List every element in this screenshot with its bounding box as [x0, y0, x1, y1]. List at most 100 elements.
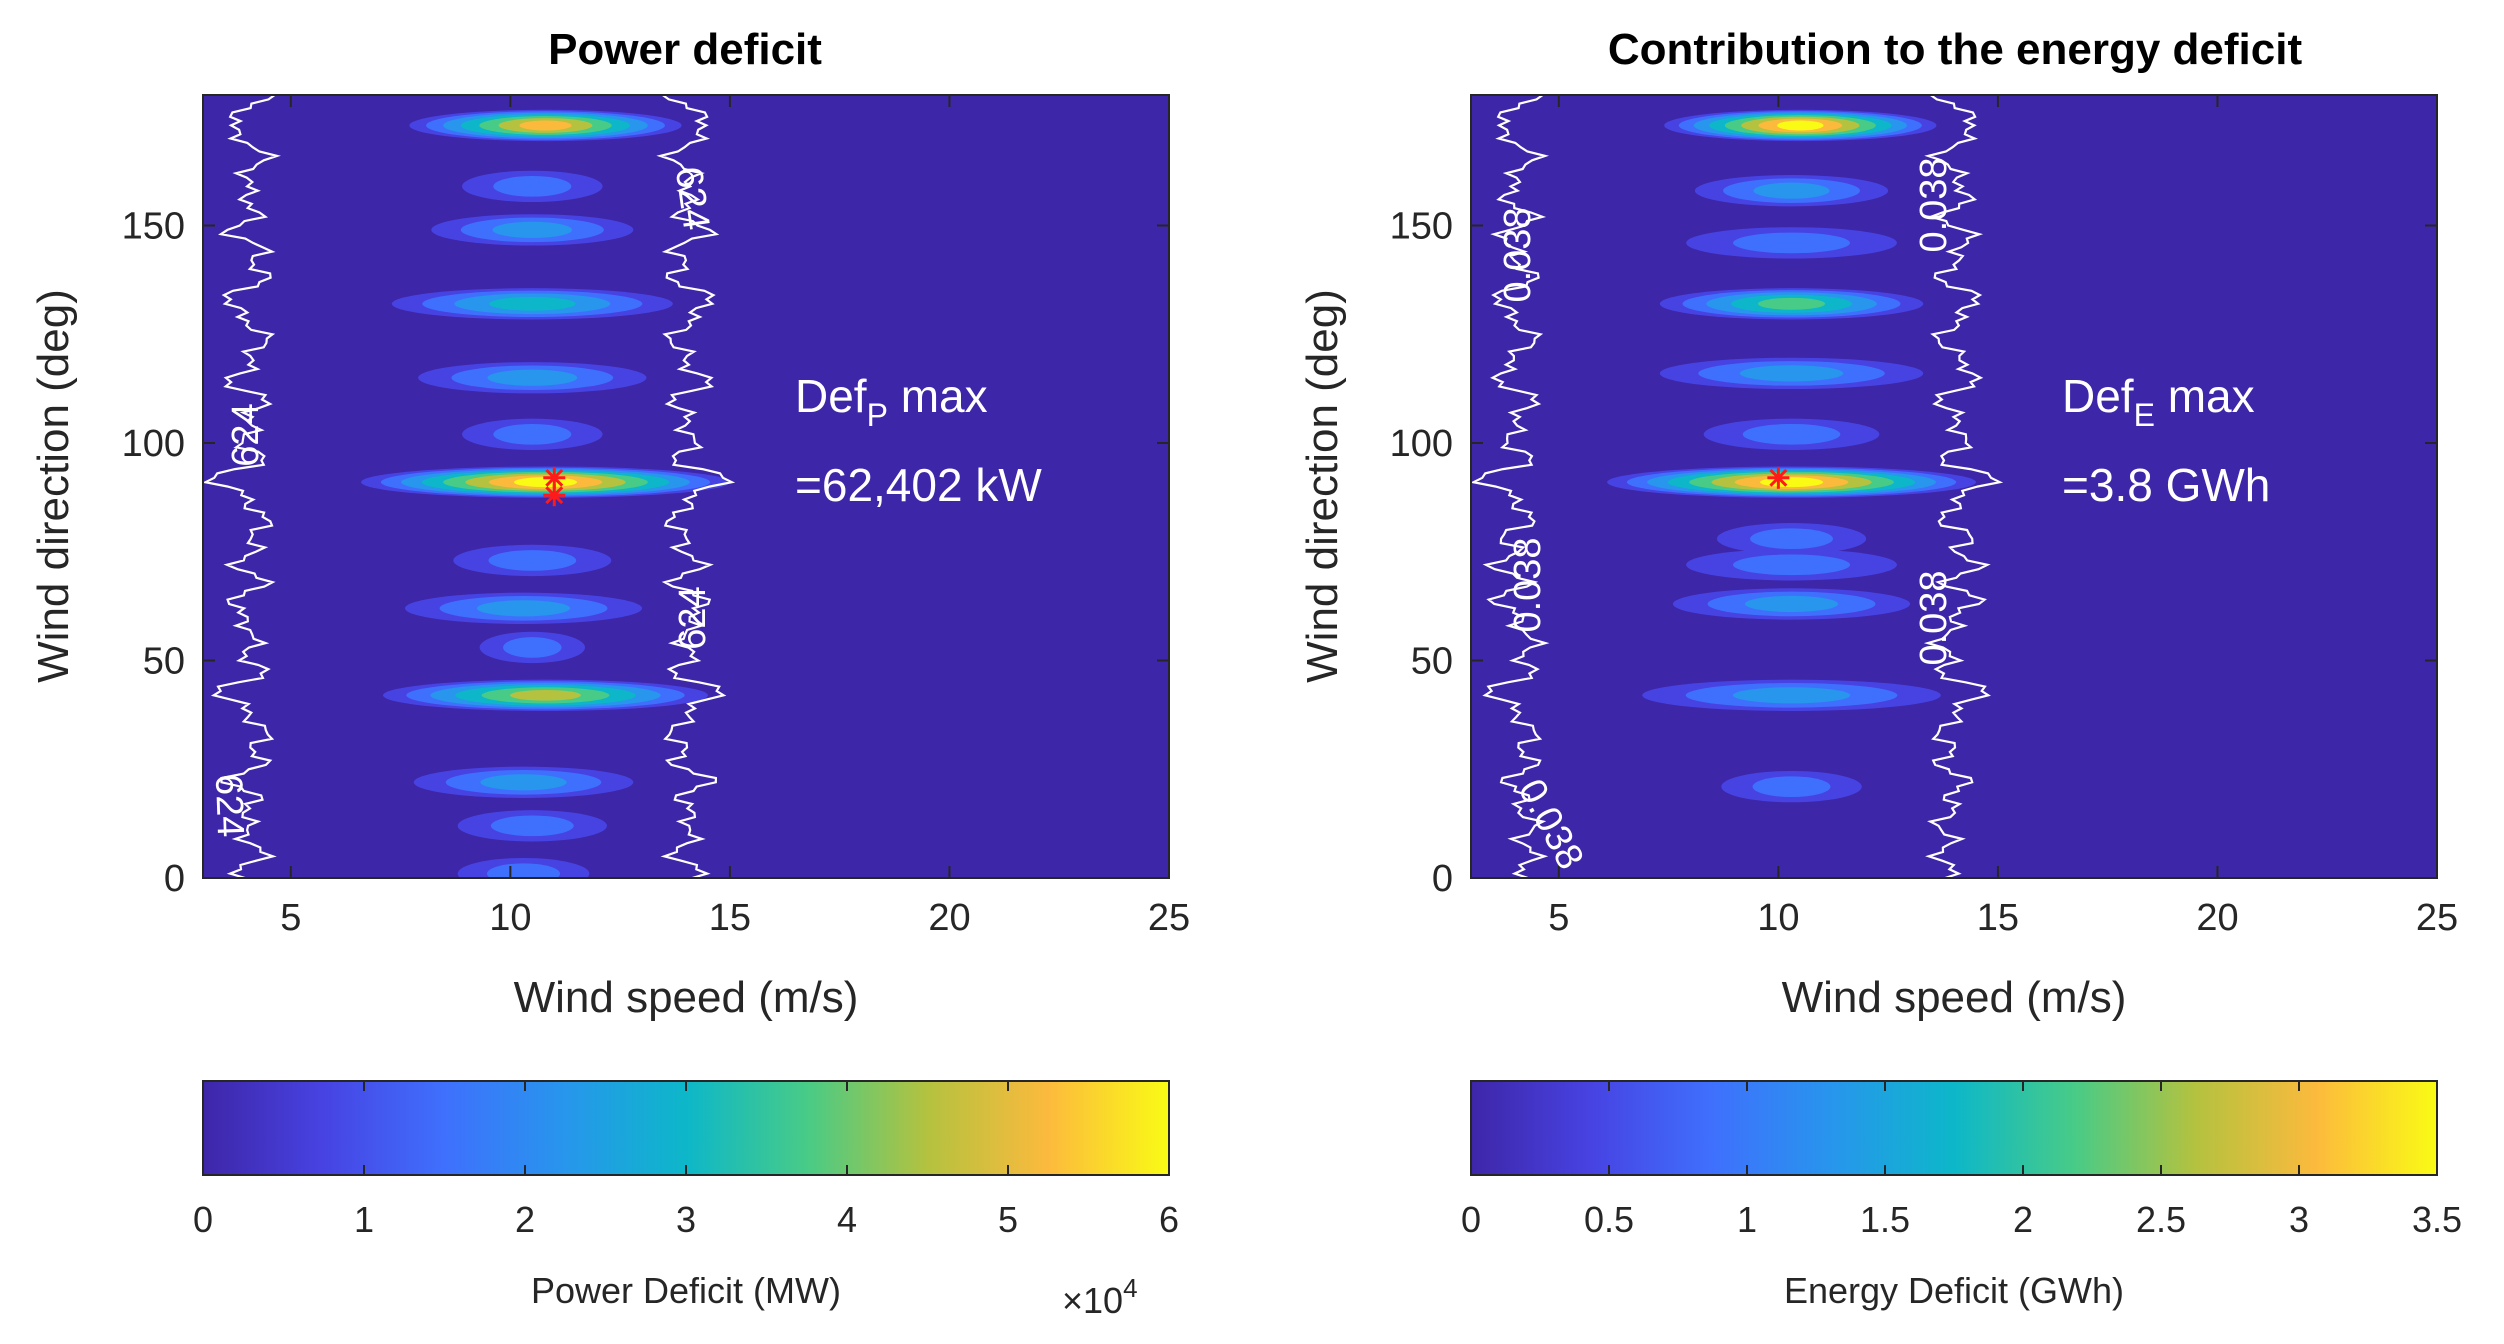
- x-axis-ticks: 5 10 15 20 25: [280, 95, 1190, 939]
- colorbar-multiplier: ×104: [1062, 1273, 1138, 1321]
- contour-level: [476, 600, 571, 617]
- contour-line-right: [656, 95, 736, 878]
- colorbar-tick-label: 2: [2013, 1199, 2033, 1240]
- x-axis-ticks: 5 10 15 20 25: [1548, 95, 2458, 939]
- plot-frame: [202, 94, 1170, 879]
- colorbar-tick-label: 2.5: [2136, 1199, 2186, 1240]
- contour-level: [519, 120, 572, 131]
- contour-label: 0.038: [1497, 207, 1539, 302]
- contour-level: [487, 369, 578, 386]
- max-markers: [543, 466, 566, 507]
- y-tick-label: 100: [122, 423, 185, 465]
- contour-line-right: [1923, 95, 2004, 878]
- contour-level: [487, 863, 561, 878]
- y-axis-label: Wind direction (deg): [1298, 289, 1347, 683]
- chart-title: Power deficit: [548, 25, 822, 74]
- x-tick-label: 20: [2196, 897, 2238, 939]
- contour-level: [1777, 120, 1824, 131]
- colorbar-tick-label: 6: [1159, 1199, 1179, 1240]
- colorbar-tick-label: 3.5: [2412, 1199, 2462, 1240]
- contour-level: [1750, 528, 1833, 550]
- contour-level: [490, 815, 574, 837]
- x-tick-label: 15: [1977, 897, 2019, 939]
- colorbar: [1470, 1080, 2438, 1176]
- contour-level: [493, 423, 572, 445]
- plot-area: [203, 95, 1169, 878]
- x-axis-label: Wind speed (m/s): [1782, 973, 2127, 1022]
- max-value: =3.8 GWh: [2062, 459, 2270, 511]
- contour-blobs: [1607, 109, 1976, 803]
- y-tick-label: 150: [122, 206, 185, 248]
- x-tick-label: 15: [709, 897, 751, 939]
- panel-energy-deficit: Contribution to the energy deficit 5 10 15…: [1298, 25, 2462, 1311]
- colorbar-tick-label: 2: [515, 1199, 535, 1240]
- y-tick-label: 100: [1390, 423, 1453, 465]
- contour-label: 624: [225, 403, 267, 466]
- colorbar-label: Power Deficit (MW): [531, 1270, 841, 1311]
- colorbar-ticks: 0 1 2 3 4 5 6: [193, 1081, 1179, 1240]
- contour-label: 0.038: [1507, 537, 1549, 632]
- contour-level: [1742, 423, 1841, 445]
- y-axis-label: Wind direction (deg): [29, 289, 78, 683]
- y-tick-label: 50: [143, 641, 185, 683]
- colorbar-tick-label: 3: [676, 1199, 696, 1240]
- colorbar-tick-label: 0: [193, 1199, 213, 1240]
- max-marker: [543, 484, 566, 507]
- contour-label: 624: [207, 773, 251, 838]
- colorbar-tick-label: 1.5: [1860, 1199, 1910, 1240]
- y-axis-ticks: 0 50 100 150: [1390, 206, 2437, 900]
- contour-level: [1744, 595, 1839, 613]
- contour-line-left: [203, 95, 281, 878]
- max-value: =62,402 kW: [795, 459, 1042, 511]
- colorbar-tick-label: 0: [1461, 1199, 1481, 1240]
- x-tick-label: 10: [489, 897, 531, 939]
- contour-level: [1752, 776, 1831, 797]
- contour-level: [1732, 687, 1851, 704]
- x-tick-label: 20: [928, 897, 970, 939]
- contour-level: [492, 221, 573, 238]
- y-axis-ticks: 0 50 100 150: [122, 206, 1169, 900]
- contour-level: [503, 637, 562, 658]
- plot-area: [1471, 95, 2437, 878]
- contour-level: [488, 550, 577, 571]
- contour-level: [1753, 182, 1830, 199]
- contour-level: [493, 176, 572, 197]
- colorbar-tick-label: 5: [998, 1199, 1018, 1240]
- colorbar-ticks: 0 0.5 1 1.5 2 2.5 3 3.5: [1461, 1081, 2462, 1240]
- colorbar-tick-label: 1: [354, 1199, 374, 1240]
- max-annotation: DefE max: [2062, 370, 2255, 433]
- colorbar-tick-label: 3: [2289, 1199, 2309, 1240]
- contour-level: [1733, 232, 1851, 254]
- x-tick-label: 5: [280, 897, 301, 939]
- max-annotation: DefP max: [795, 370, 988, 433]
- contour-level: [1739, 365, 1844, 382]
- colorbar-label: Energy Deficit (GWh): [1784, 1270, 2124, 1311]
- colorbar-tick-label: 4: [837, 1199, 857, 1240]
- contour-level: [480, 774, 567, 791]
- chart-title: Contribution to the energy deficit: [1608, 25, 2303, 74]
- contour-level: [489, 296, 576, 311]
- contour-label: 624: [672, 586, 714, 649]
- x-tick-label: 25: [2416, 897, 2458, 939]
- colorbar-tick-label: 0.5: [1584, 1199, 1634, 1240]
- y-tick-label: 0: [164, 858, 185, 900]
- colorbar: [202, 1080, 1170, 1176]
- contour-label: 624: [667, 164, 717, 233]
- x-tick-label: 25: [1148, 897, 1190, 939]
- y-tick-label: 0: [1432, 858, 1453, 900]
- contour-line-left: [1471, 95, 1550, 878]
- y-tick-label: 50: [1411, 641, 1453, 683]
- contour-label: 0.038: [1913, 570, 1955, 665]
- contour-level: [1733, 554, 1851, 576]
- contour-label: 0.038: [1913, 157, 1955, 252]
- x-tick-label: 10: [1757, 897, 1799, 939]
- contour-level: [1757, 297, 1826, 310]
- colorbar-tick-label: 1: [1737, 1199, 1757, 1240]
- x-axis-label: Wind speed (m/s): [514, 973, 859, 1022]
- contour-blobs: [361, 109, 730, 878]
- contour-level: [510, 689, 581, 701]
- max-marker: [1767, 466, 1790, 489]
- max-markers: [1767, 466, 1790, 489]
